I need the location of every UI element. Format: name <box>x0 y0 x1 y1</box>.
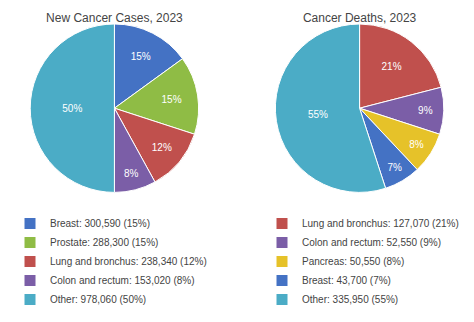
svg-text:Other: 978,060 (50%): Other: 978,060 (50%) <box>50 294 146 305</box>
svg-text:Pancreas: 50,550 (8%): Pancreas: 50,550 (8%) <box>302 256 404 267</box>
svg-text:Prostate: 288,300 (15%): Prostate: 288,300 (15%) <box>50 237 158 248</box>
svg-text:Breast: 43,700 (7%): Breast: 43,700 (7%) <box>302 275 391 286</box>
svg-text:Lung and bronchus: 127,070 (21: Lung and bronchus: 127,070 (21%) <box>302 218 459 229</box>
svg-text:55%: 55% <box>308 109 328 120</box>
svg-text:8%: 8% <box>124 168 139 179</box>
svg-text:50%: 50% <box>62 103 82 114</box>
svg-text:Colon and rectum: 153,020 (8%): Colon and rectum: 153,020 (8%) <box>50 275 195 286</box>
svg-text:15%: 15% <box>131 51 151 62</box>
svg-text:15%: 15% <box>162 94 182 105</box>
svg-text:Breast: 300,590 (15%): Breast: 300,590 (15%) <box>50 218 150 229</box>
svg-text:21%: 21% <box>382 61 402 72</box>
svg-text:9%: 9% <box>418 105 433 116</box>
svg-text:Cancer Deaths, 2023: Cancer Deaths, 2023 <box>303 11 417 25</box>
svg-text:8%: 8% <box>409 139 424 150</box>
svg-text:7%: 7% <box>387 162 402 173</box>
svg-text:New Cancer Cases, 2023: New Cancer Cases, 2023 <box>46 11 183 25</box>
svg-text:12%: 12% <box>152 142 172 153</box>
svg-text:Other: 335,950 (55%): Other: 335,950 (55%) <box>302 294 398 305</box>
svg-text:Lung and bronchus: 238,340 (12: Lung and bronchus: 238,340 (12%) <box>50 256 207 267</box>
svg-text:Colon and rectum: 52,550 (9%): Colon and rectum: 52,550 (9%) <box>302 237 441 248</box>
